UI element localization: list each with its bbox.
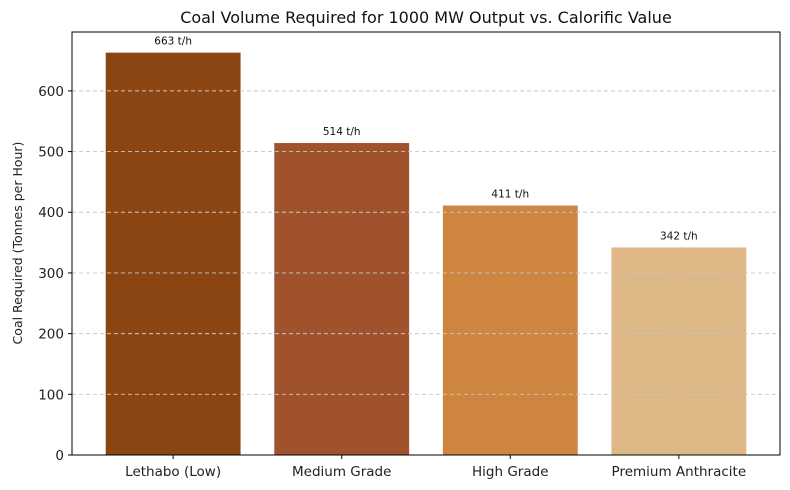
bars: [105, 52, 747, 456]
x-tick-label-1: Medium Grade: [292, 464, 391, 480]
x-tick-label-2: High Grade: [472, 464, 548, 480]
y-tick-label-2: 200: [38, 327, 64, 343]
bar-1: [274, 143, 410, 456]
data-label-2: 411 t/h: [491, 189, 529, 201]
bar-0: [105, 52, 241, 455]
y-axis-ticks: 0 100 200 300 400 500 600: [38, 84, 72, 464]
bar-3: [611, 247, 747, 455]
y-tick-label-0: 0: [55, 448, 64, 464]
y-tick-label-3: 300: [38, 266, 64, 282]
data-label-0: 663 t/h: [154, 36, 192, 48]
x-tick-label-0: Lethabo (Low): [125, 464, 221, 480]
gridlines: [72, 90, 780, 395]
chart-title: Coal Volume Required for 1000 MW Output …: [180, 8, 672, 27]
bar-2: [442, 205, 578, 455]
y-axis-label: Coal Required (Tonnes per Hour): [10, 142, 25, 345]
data-label-1: 514 t/h: [323, 126, 361, 138]
x-tick-label-3: Premium Anthracite: [612, 464, 747, 480]
y-tick-label-5: 500: [38, 145, 64, 161]
y-tick-label-4: 400: [38, 205, 64, 221]
y-tick-label-1: 100: [38, 387, 64, 403]
data-labels: 663 t/h 514 t/h 411 t/h 342 t/h: [154, 36, 697, 243]
y-tick-label-6: 600: [38, 84, 64, 100]
plot-frame: [71, 31, 781, 456]
x-axis-ticks: Lethabo (Low) Medium Grade High Grade Premi…: [125, 455, 746, 480]
data-label-3: 342 t/h: [660, 230, 698, 242]
